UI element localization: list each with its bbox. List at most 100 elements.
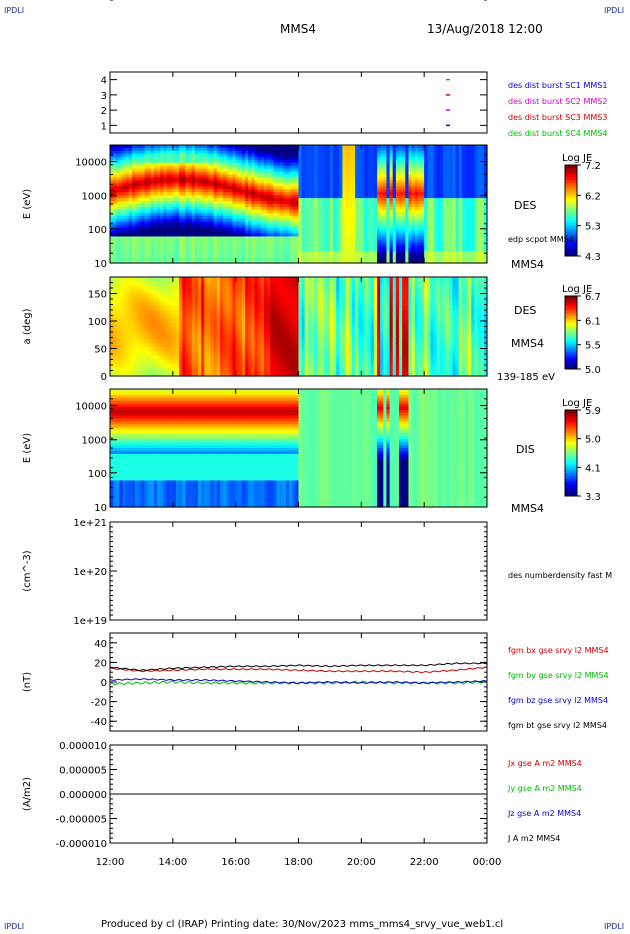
y-tick-label: 10 xyxy=(94,259,107,270)
y-tick-label: -0.000005 xyxy=(56,815,107,826)
colorbar-title: Log JE xyxy=(562,284,592,295)
legend-entry-sc4: des dist burst SC4 MMS4 xyxy=(508,129,607,138)
y-axis-6: -0.000010 -0.000005 0.000000 0.000005 0.0000… xyxy=(56,741,487,850)
panel-label-des: DES xyxy=(514,199,536,212)
time-axis: 12:00 14:00 16:00 18:00 20:00 22:00 00:00 xyxy=(96,72,501,868)
corner-label-bottom-right: IPDLI xyxy=(604,922,625,931)
panel-label-dis: DIS xyxy=(516,443,535,456)
y-axis-0: 1 2 3 4 xyxy=(101,0,487,132)
time-tick-label: 16:00 xyxy=(221,857,250,868)
panel-label-mms4-pa: MMS4 xyxy=(511,337,544,350)
legend-bz: fgm bz gse srvy l2 MMS4 xyxy=(508,696,608,705)
y-tick-label: 1000 xyxy=(82,192,107,203)
footer-credit: Produced by cl (IRAP) Printing date: 30/… xyxy=(101,919,504,930)
time-tick-label: 18:00 xyxy=(284,857,313,868)
y-tick-label: 1 xyxy=(101,121,107,132)
y-tick-label: 150 xyxy=(88,290,107,301)
y-tick-label: -40 xyxy=(91,717,107,728)
colorbar-pitch-angle: Log JE6.7 6.1 5.5 5.0 xyxy=(562,284,601,376)
y-tick-label: 100 xyxy=(88,469,107,480)
y-axis-label-6: (A/m2) xyxy=(22,777,33,811)
y-axis-3: 10 100 1000 10000 xyxy=(75,388,487,514)
legend-current-0: Jx gse A m2 MMS4 xyxy=(507,759,582,768)
colorbar-tick-label: 3.3 xyxy=(585,492,601,503)
y-tick-label: 0.000005 xyxy=(59,766,107,777)
legend-bt: fgm bt gse srvy l2 MMS4 xyxy=(508,721,607,730)
panel-label-mms4: MMS4 xyxy=(511,258,544,271)
y-axis-5: -40 -20 0 20 40 xyxy=(91,632,487,732)
colorbar-tick-label: 5.9 xyxy=(585,406,601,417)
time-tick-label: 20:00 xyxy=(347,857,376,868)
y-axis-label-5: (nT) xyxy=(22,672,33,692)
spectrogram-3 xyxy=(110,389,488,508)
corner-label-top-right: IPDLI xyxy=(604,6,625,15)
y-axis-2: 0 50 100 150 xyxy=(88,276,487,383)
y-axis-label-2: a (deg) xyxy=(22,308,33,344)
y-tick-label: 0 xyxy=(101,372,107,383)
corner-label-bottom-left: IPDLI xyxy=(4,922,25,931)
colorbar-title: Log JE xyxy=(562,153,592,164)
y-tick-label: 10000 xyxy=(75,158,107,169)
colorbar-tick-label: 4.3 xyxy=(585,252,601,263)
y-tick-label: 40 xyxy=(94,639,107,650)
legend-current-1: Jy gse A m2 MMS4 xyxy=(507,784,582,793)
time-tick-label: 12:00 xyxy=(96,857,125,868)
panel-label-scpot: edp scpot MMS4 xyxy=(508,235,574,244)
colorbar-des-energy: Log JE7.2 6.2 5.3 4.3 xyxy=(562,153,601,263)
y-tick-label: 10000 xyxy=(75,402,107,413)
colorbar-tick-label: 6.1 xyxy=(585,316,601,327)
time-tick-label: 14:00 xyxy=(158,857,187,868)
y-tick-label: 1e+21 xyxy=(73,518,107,529)
colorbar-title: Log JE xyxy=(562,398,592,409)
colorbar-tick-label: 5.0 xyxy=(585,435,601,446)
colorbar-tick-label: 7.2 xyxy=(585,161,601,172)
y-tick-label: 50 xyxy=(94,345,107,356)
legend-current-3: J A m2 MMS4 xyxy=(507,834,560,843)
series-line-bt xyxy=(109,662,488,672)
y-tick-label: 2 xyxy=(101,106,107,117)
colorbar-tick-label: 6.2 xyxy=(585,191,601,202)
mission-title: MMS4 xyxy=(280,22,316,36)
legend-bx: fgm bx gse srvy l2 MMS4 xyxy=(508,646,609,655)
panel-frame-4 xyxy=(109,521,488,621)
time-tick-label: 22:00 xyxy=(410,857,439,868)
y-tick-label: 3 xyxy=(101,91,107,102)
y-axis-label-1: E (eV) xyxy=(22,189,33,219)
y-tick-label: 0.000010 xyxy=(59,741,107,752)
colorbar-tick-label: 5.0 xyxy=(585,365,601,376)
corner-label-top-left: IPDLI xyxy=(4,6,25,15)
legend-entry-sc3: des dist burst SC3 MMS3 xyxy=(508,113,607,122)
series-line-bx xyxy=(109,666,488,674)
panel-label-mms4-dis: MMS4 xyxy=(511,502,544,515)
y-axis-label-4: (cm^-3) xyxy=(22,550,33,591)
y-tick-label: 1000 xyxy=(82,436,107,447)
legend-density: des numberdensity fast M xyxy=(508,571,612,580)
y-tick-label: -0.000010 xyxy=(56,839,107,850)
y-tick-label: 20 xyxy=(94,658,107,669)
panel-label-des-pa: DES xyxy=(514,304,536,317)
panel-label-energy-range: 139-185 eV xyxy=(497,372,555,383)
spectrogram-1 xyxy=(110,145,488,264)
colorbar-tick-label: 5.3 xyxy=(585,222,601,233)
y-tick-label: 100 xyxy=(88,225,107,236)
y-tick-label: 4 xyxy=(101,76,107,87)
y-tick-label: 1e+20 xyxy=(73,567,107,578)
colorbar-dis-energy: Log JE5.9 5.0 4.1 3.3 xyxy=(562,398,601,503)
plot-datetime: 13/Aug/2018 12:00 xyxy=(427,22,543,36)
legend-by: fgm by gse srvy l2 MMS4 xyxy=(508,671,609,680)
y-tick-label: 10 xyxy=(94,503,107,514)
colorbar-tick-label: 4.1 xyxy=(585,463,601,474)
spectrogram-2 xyxy=(110,277,488,377)
series-line-bz xyxy=(109,678,488,685)
y-axis-4: 1e+19 1e+20 1e+21 xyxy=(73,518,487,627)
colorbar-tick-label: 5.5 xyxy=(585,341,601,352)
panel-frame-0 xyxy=(109,71,488,134)
y-tick-label: 0.000000 xyxy=(59,790,107,801)
y-axis-1: 10 100 1000 10000 xyxy=(75,144,487,270)
legend-entry-sc1: des dist burst SC1 MMS1 xyxy=(508,81,607,90)
y-tick-label: 0 xyxy=(101,678,107,689)
y-axis-label-3: E (eV) xyxy=(22,433,33,463)
y-tick-label: 1e+19 xyxy=(73,616,107,627)
colorbar-tick-label: 6.7 xyxy=(585,292,601,303)
